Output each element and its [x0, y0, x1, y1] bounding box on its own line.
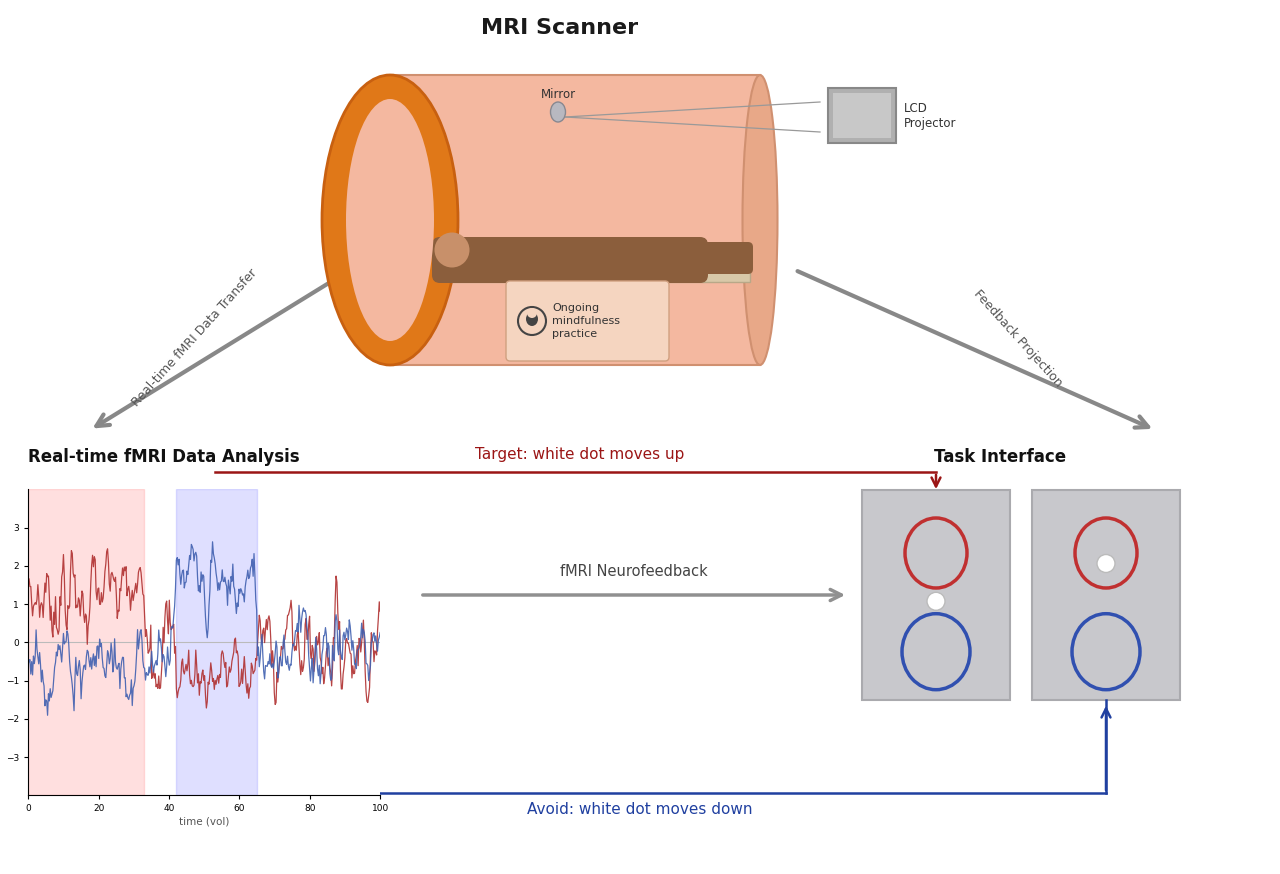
Bar — [177, 489, 257, 795]
Bar — [833, 93, 891, 138]
Ellipse shape — [490, 249, 550, 271]
Text: MRI Scanner: MRI Scanner — [481, 18, 639, 38]
Text: (PDA+): (PDA+) — [108, 711, 152, 725]
FancyBboxPatch shape — [861, 490, 1010, 700]
Bar — [399, 270, 750, 282]
Bar — [828, 88, 896, 143]
Text: Feedback Projection: Feedback Projection — [972, 287, 1065, 389]
Circle shape — [527, 308, 538, 318]
Text: DMN: DMN — [108, 761, 138, 774]
Text: Ongoing
mindfulness
practice: Ongoing mindfulness practice — [552, 302, 620, 339]
Ellipse shape — [526, 312, 538, 326]
Text: Target: white dot moves up: Target: white dot moves up — [475, 447, 685, 462]
FancyBboxPatch shape — [1032, 490, 1180, 700]
Ellipse shape — [742, 75, 777, 365]
Text: fMRI Neurofeedback: fMRI Neurofeedback — [561, 565, 708, 579]
Ellipse shape — [550, 102, 566, 122]
Text: Mirror: Mirror — [540, 87, 576, 101]
FancyBboxPatch shape — [433, 237, 708, 283]
Text: Real-time fMRI Data Analysis: Real-time fMRI Data Analysis — [28, 448, 300, 466]
Text: LCD
Projector: LCD Projector — [904, 101, 956, 129]
Text: CEN: CEN — [265, 693, 291, 706]
Text: Real-time fMRI Data Transfer: Real-time fMRI Data Transfer — [129, 267, 260, 409]
Bar — [390, 75, 760, 365]
Ellipse shape — [434, 232, 470, 267]
Text: DMN >: DMN > — [216, 693, 264, 706]
Bar — [28, 489, 145, 795]
Text: Avoid: white dot moves down: Avoid: white dot moves down — [527, 802, 753, 817]
Ellipse shape — [323, 75, 458, 365]
FancyBboxPatch shape — [506, 281, 669, 361]
Text: Task Interface: Task Interface — [934, 448, 1066, 466]
Text: DMN: DMN — [136, 693, 165, 706]
Text: CEN: CEN — [108, 744, 134, 757]
Ellipse shape — [346, 99, 434, 341]
FancyBboxPatch shape — [663, 242, 753, 274]
Circle shape — [927, 593, 945, 610]
Text: (PDA-): (PDA-) — [238, 711, 278, 725]
Text: CEN >: CEN > — [90, 693, 134, 706]
Circle shape — [1097, 554, 1115, 572]
X-axis label: time (vol): time (vol) — [179, 816, 229, 826]
